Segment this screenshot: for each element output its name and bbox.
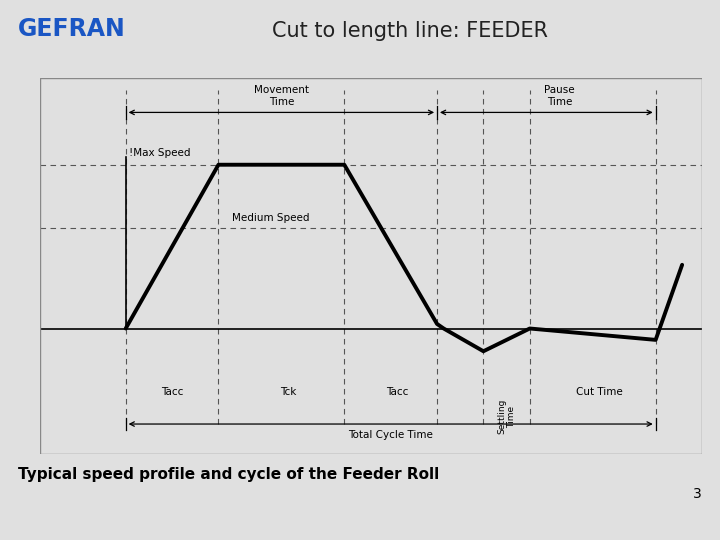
Text: Pause
Time: Pause Time	[544, 85, 575, 107]
Text: Cut to length line: FEEDER: Cut to length line: FEEDER	[272, 21, 549, 41]
Text: Tacc: Tacc	[386, 387, 408, 397]
Text: Settling
Time: Settling Time	[497, 399, 516, 434]
Text: Tacc: Tacc	[161, 387, 184, 397]
Text: 3: 3	[693, 487, 702, 501]
Text: Medium Speed: Medium Speed	[232, 213, 309, 222]
Text: !Max Speed: !Max Speed	[129, 148, 191, 158]
Text: GEFRAN: GEFRAN	[18, 17, 126, 41]
Text: Tck: Tck	[280, 387, 296, 397]
Text: Cut Time: Cut Time	[576, 387, 623, 397]
Text: Typical speed profile and cycle of the Feeder Roll: Typical speed profile and cycle of the F…	[18, 467, 439, 482]
Text: Movement
Time: Movement Time	[254, 85, 309, 107]
Text: Total Cycle Time: Total Cycle Time	[348, 430, 433, 440]
